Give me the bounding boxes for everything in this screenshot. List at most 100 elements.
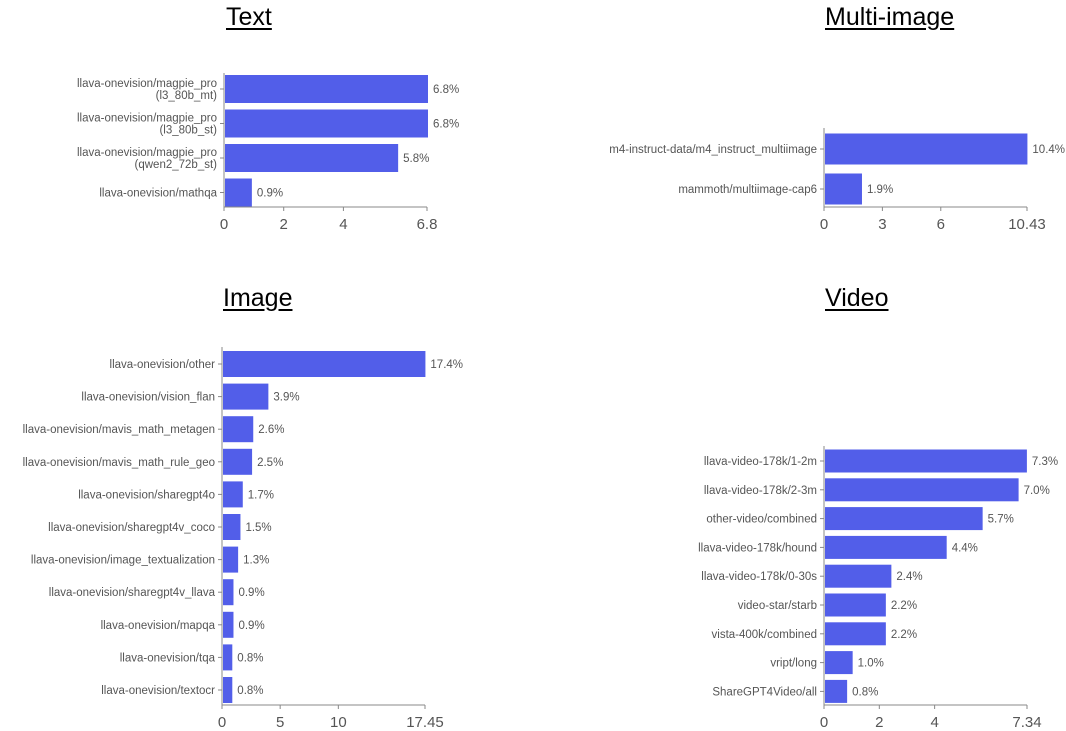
bar [223,416,254,443]
bar [223,448,253,475]
value-label: 2.4% [896,571,922,583]
category-label-line: (l3_80b_st) [159,125,217,137]
bar [225,109,428,138]
bar [225,75,428,103]
x-tick-label: 3 [878,216,886,233]
category-label-line: llava-onevision/mapqa [101,620,216,632]
bar [223,644,233,671]
x-tick-label: 0 [820,216,828,233]
category-label: mammoth/multiimage-cap6 [678,184,817,196]
value-label: 2.2% [891,600,917,612]
category-label-line: llava-video-178k/hound [698,542,817,554]
x-tick-label: 0 [218,714,226,731]
value-label: 5.8% [403,153,429,165]
category-label-line: llava-onevision/image_textualization [31,555,215,567]
value-label: 0.8% [237,685,263,697]
bar [223,546,239,573]
category-label: llava-onevision/tqa [120,652,216,664]
chart-title: Video [825,284,889,312]
category-label: llava-video-178k/0-30s [701,571,817,583]
x-tick-label: 6.8 [417,216,438,233]
bar [825,651,853,675]
category-label: llava-onevision/sharegpt4v_llava [49,587,216,599]
category-label-line: llava-onevision/magpie_pro [77,78,217,90]
value-label: 0.8% [852,686,878,698]
category-label-line: llava-video-178k/1-2m [704,456,817,468]
category-label-line: other-video/combined [706,514,817,526]
value-label: 1.5% [245,522,271,534]
bar [825,679,848,703]
category-label: llava-video-178k/2-3m [704,485,817,497]
category-label-line: (qwen2_72b_st) [135,159,218,171]
category-label-line: llava-onevision/magpie_pro [77,147,217,159]
category-label: llava-onevision/mathqa [99,188,217,200]
bar [223,579,234,606]
bar [825,449,1027,473]
chart-title: Multi-image [825,3,955,31]
value-label: 2.5% [257,457,283,469]
category-label-line: mammoth/multiimage-cap6 [678,184,817,196]
category-label: llava-onevision/sharegpt4o [78,489,215,501]
category-label-line: m4-instruct-data/m4_instruct_multiimage [609,144,817,156]
bar [223,611,234,638]
x-tick-label: 7.34 [1012,714,1041,731]
category-label-line: llava-video-178k/0-30s [701,571,817,583]
category-label: vista-400k/combined [712,629,817,641]
category-label: llava-onevision/sharegpt4v_coco [48,522,215,534]
value-label: 1.9% [867,184,893,196]
value-label: 6.8% [433,119,459,131]
bar [825,622,886,646]
bar [825,593,886,617]
category-label-line: vista-400k/combined [712,629,817,641]
bar [223,514,241,540]
bar [223,383,269,410]
category-label: vript/long [770,658,817,670]
category-label-line: llava-onevision/vision_flan [81,392,215,404]
category-label-line: llava-onevision/tqa [120,652,216,664]
chart-title: Text [226,3,272,31]
x-tick-label: 6 [937,216,945,233]
bar [225,144,399,172]
category-label: llava-onevision/magpie_pro (l3_80b_mt) [77,78,217,102]
bar [825,173,862,205]
category-label: llava-video-178k/1-2m [704,456,817,468]
value-label: 2.6% [258,424,284,436]
bar [825,478,1019,502]
category-label-line: llava-onevision/textocr [101,685,215,697]
x-tick-label: 0 [220,216,228,233]
value-label: 6.8% [433,84,459,96]
category-label-line: llava-onevision/sharegpt4v_llava [49,587,216,599]
value-label: 0.8% [237,652,263,664]
value-label: 0.9% [257,188,283,200]
value-label: 1.0% [858,658,884,670]
category-label-line: llava-video-178k/2-3m [704,485,817,497]
bar [825,507,983,531]
value-label: 17.4% [430,359,463,371]
category-label: llava-onevision/other [110,359,216,371]
bar [825,133,1028,165]
value-label: 0.9% [238,587,264,599]
category-label: llava-onevision/vision_flan [81,392,215,404]
bar [225,178,252,207]
category-label: llava-onevision/image_textualization [31,555,215,567]
x-tick-label: 5 [276,714,284,731]
category-label: llava-onevision/textocr [101,685,215,697]
bar [825,564,892,588]
category-label: llava-onevision/mavis_math_rule_geo [23,457,215,469]
category-label: ShareGPT4Video/all [712,686,817,698]
value-label: 2.2% [891,629,917,641]
bar [223,481,243,508]
x-tick-label: 17.45 [406,714,444,731]
x-tick-label: 0 [820,714,828,731]
value-label: 1.3% [243,555,269,567]
category-label: m4-instruct-data/m4_instruct_multiimage [609,144,817,156]
category-label-line: llava-onevision/mavis_math_rule_geo [23,457,215,469]
category-label: video-star/starb [738,600,817,612]
category-label: llava-onevision/magpie_pro (l3_80b_st) [77,113,217,137]
category-label: llava-onevision/mavis_math_metagen [23,424,215,436]
value-label: 1.7% [248,489,274,501]
category-label-line: (l3_80b_mt) [156,90,218,102]
category-label-line: video-star/starb [738,600,817,612]
category-label: llava-onevision/mapqa [101,620,216,632]
